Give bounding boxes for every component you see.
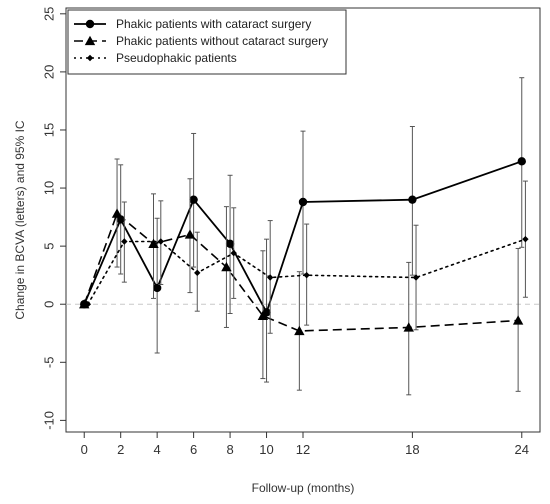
legend-label: Phakic patients without cataract surgery — [116, 34, 328, 48]
data-point — [257, 310, 269, 320]
series-2 — [79, 158, 524, 396]
y-axis-title: Change in BCVA (letters) and 95% IC — [13, 120, 27, 320]
data-point — [121, 238, 128, 245]
y-tick-label: 0 — [42, 301, 57, 308]
legend-marker — [85, 19, 95, 29]
series-3 — [84, 180, 529, 334]
data-point — [230, 249, 237, 257]
data-point — [294, 325, 305, 336]
x-tick-label: 6 — [190, 442, 197, 457]
data-point — [303, 271, 310, 279]
data-point — [412, 274, 420, 281]
plot-area — [79, 77, 529, 396]
x-tick-label: 18 — [405, 442, 419, 457]
y-tick-label: 20 — [42, 65, 57, 79]
data-point — [408, 195, 417, 204]
data-point — [266, 274, 274, 281]
legend-marker — [86, 54, 94, 62]
data-point — [403, 322, 414, 332]
x-tick-label: 0 — [81, 442, 88, 457]
y-tick-label: 5 — [42, 243, 57, 250]
data-point — [298, 197, 308, 207]
x-tick-label: 8 — [226, 442, 233, 457]
data-point — [194, 269, 201, 277]
data-point — [184, 229, 196, 239]
y-tick-label: 10 — [42, 181, 57, 195]
x-tick-label: 24 — [515, 442, 529, 457]
data-point — [152, 283, 162, 293]
data-point — [148, 238, 159, 248]
data-point — [517, 157, 526, 166]
data-point — [111, 208, 123, 218]
y-tick-label: 25 — [42, 7, 57, 21]
data-point — [512, 315, 524, 325]
data-point — [522, 235, 529, 243]
legend-marker — [84, 35, 96, 46]
data-point — [221, 261, 232, 272]
x-axis-title: Follow-up (months) — [252, 481, 355, 495]
x-tick-label: 12 — [296, 442, 310, 457]
y-tick-label: 15 — [42, 123, 57, 137]
x-tick-label: 10 — [259, 442, 273, 457]
x-tick-label: 2 — [117, 442, 124, 457]
legend-label: Phakic patients with cataract surgery — [116, 17, 311, 31]
y-tick-label: -5 — [42, 357, 57, 369]
x-tick-label: 4 — [154, 442, 161, 457]
legend: Phakic patients with cataract surgery Pha… — [67, 9, 347, 75]
data-point — [225, 239, 235, 249]
data-point — [84, 301, 92, 308]
y-tick-label: -10 — [42, 411, 57, 430]
legend-box — [67, 9, 347, 75]
series-1 — [80, 77, 526, 383]
legend-label: Pseudophakic patients — [116, 51, 237, 65]
data-point — [157, 238, 164, 245]
data-point — [189, 195, 198, 204]
